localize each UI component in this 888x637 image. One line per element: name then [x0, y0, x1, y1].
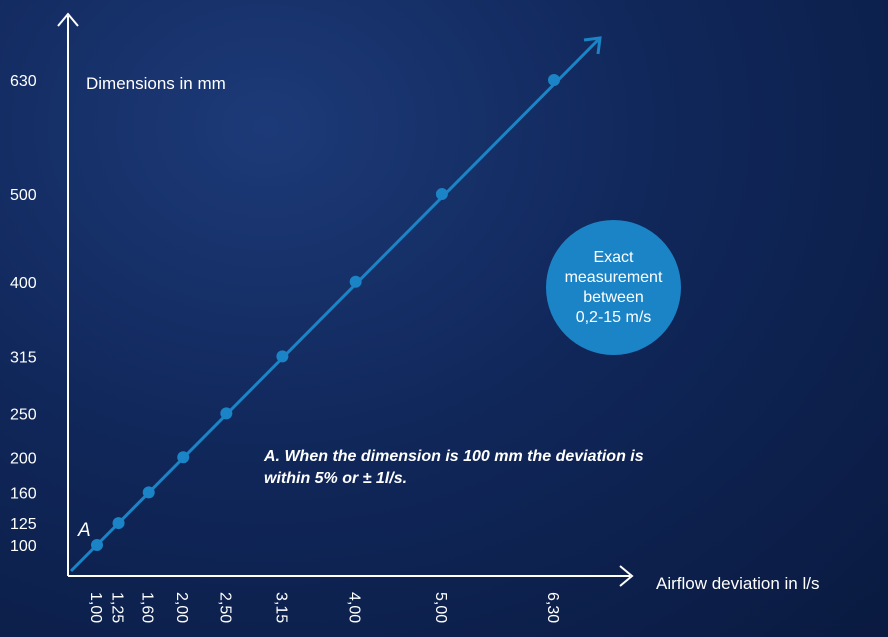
x-tick-labels: 1,00 1,25 1,60 2,00 2,50 3,15 4,00 5,00 6,30	[87, 592, 561, 623]
y-axis-label: Dimensions in mm	[86, 74, 226, 93]
y-tick-label-630: 630	[10, 73, 37, 90]
y-tick-label-100: 100	[10, 538, 37, 555]
y-tick-label-500: 500	[10, 187, 37, 204]
y-tick-label-315: 315	[10, 349, 37, 366]
series-arrow-icon	[583, 36, 602, 55]
annotation-note: A. When the dimension is 100 mm the devi…	[264, 448, 644, 487]
x-tick-label-2: 1,60	[139, 592, 156, 623]
y-tick-label-125: 125	[10, 516, 37, 533]
data-point-4	[220, 407, 233, 420]
x-axis-arrow-icon	[619, 565, 634, 587]
x-tick-label-4: 2,50	[216, 592, 233, 623]
callout-line-1: Exact	[593, 248, 634, 266]
data-point-1	[112, 517, 125, 530]
axes	[57, 12, 634, 587]
x-tick-label-6: 4,00	[346, 592, 363, 623]
x-axis-label: Airflow deviation in l/s	[656, 574, 819, 593]
series-line	[69, 38, 600, 573]
callout-line-3: between	[583, 288, 644, 306]
data-point-8	[548, 74, 560, 86]
data-point-7	[435, 188, 448, 201]
data-point-6	[349, 275, 362, 288]
x-tick-label-1: 1,25	[109, 592, 126, 623]
callout-line-4: 0,2-15 m/s	[575, 308, 652, 326]
y-tick-label-160: 160	[10, 485, 37, 502]
callout-circle: Exact measurement between 0,2-15 m/s	[546, 220, 681, 355]
data-point-0	[91, 539, 103, 551]
data-point-5	[276, 350, 289, 363]
x-tick-label-5: 3,15	[272, 592, 289, 623]
y-tick-label-200: 200	[10, 450, 37, 467]
data-point-2	[142, 486, 155, 499]
x-tick-label-3: 2,00	[173, 592, 190, 623]
x-tick-label-7: 5,00	[432, 592, 449, 623]
y-tick-labels: 100 125 160 200 250 315 400 500 630	[10, 73, 37, 555]
x-tick-label-0: 1,00	[87, 592, 104, 623]
x-tick-label-8: 6,30	[544, 592, 561, 623]
y-tick-label-250: 250	[10, 406, 37, 423]
callout-line-2: measurement	[564, 268, 663, 286]
y-tick-label-400: 400	[10, 275, 37, 292]
point-label-a: A	[77, 520, 91, 541]
data-point-3	[177, 451, 190, 464]
series	[69, 36, 602, 573]
y-axis-arrow-icon	[57, 12, 79, 27]
